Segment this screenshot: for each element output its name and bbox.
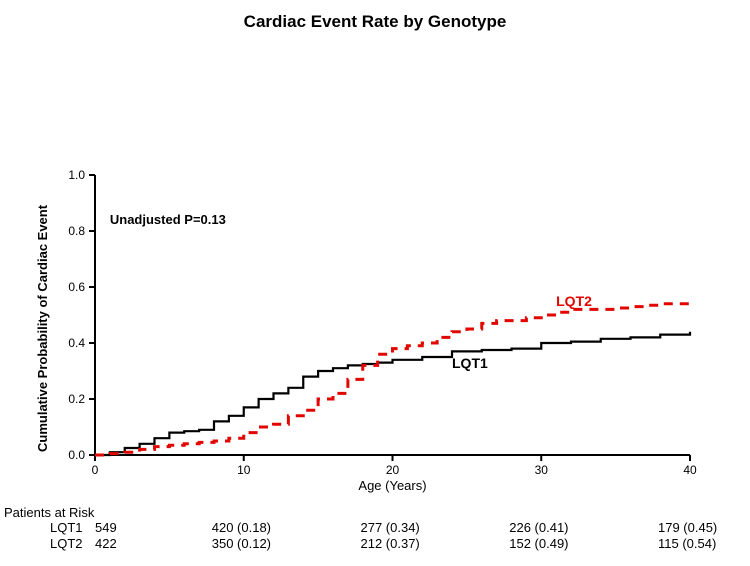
series-label-lqt2: LQT2 [556,293,592,309]
series-label-lqt1: LQT1 [452,355,488,371]
risk-cell: 212 (0.37) [361,536,420,551]
x-tick-label: 30 [531,463,551,477]
risk-cell: 152 (0.49) [509,536,568,551]
risk-row-label: LQT1 [50,520,83,535]
chart-title: Cardiac Event Rate by Genotype [0,12,750,32]
p-value-annotation: Unadjusted P=0.13 [110,212,226,227]
y-tick-label: 0.2 [68,392,85,406]
risk-cell: 420 (0.18) [212,520,271,535]
y-tick-label: 0.8 [68,224,85,238]
risk-cell: 350 (0.12) [212,536,271,551]
y-tick-label: 1.0 [68,168,85,182]
x-axis-label: Age (Years) [95,478,690,493]
risk-cell: 277 (0.34) [361,520,420,535]
risk-cell: 115 (0.54) [658,536,716,551]
x-tick-label: 0 [85,463,105,477]
risk-cell: 422 [95,536,117,551]
risk-cell: 179 (0.45) [658,520,717,535]
risk-cell: 549 [95,520,117,535]
risk-row-label: LQT2 [50,536,83,551]
x-tick-label: 10 [234,463,254,477]
y-tick-label: 0.4 [68,336,85,350]
risk-cell: 226 (0.41) [509,520,568,535]
y-axis-label: Cumulative Probability of Cardiac Event [35,205,50,452]
x-tick-label: 20 [383,463,403,477]
x-tick-label: 40 [680,463,700,477]
y-tick-label: 0.6 [68,280,85,294]
risk-table-header: Patients at Risk [4,505,94,520]
y-tick-label: 0.0 [68,448,85,462]
